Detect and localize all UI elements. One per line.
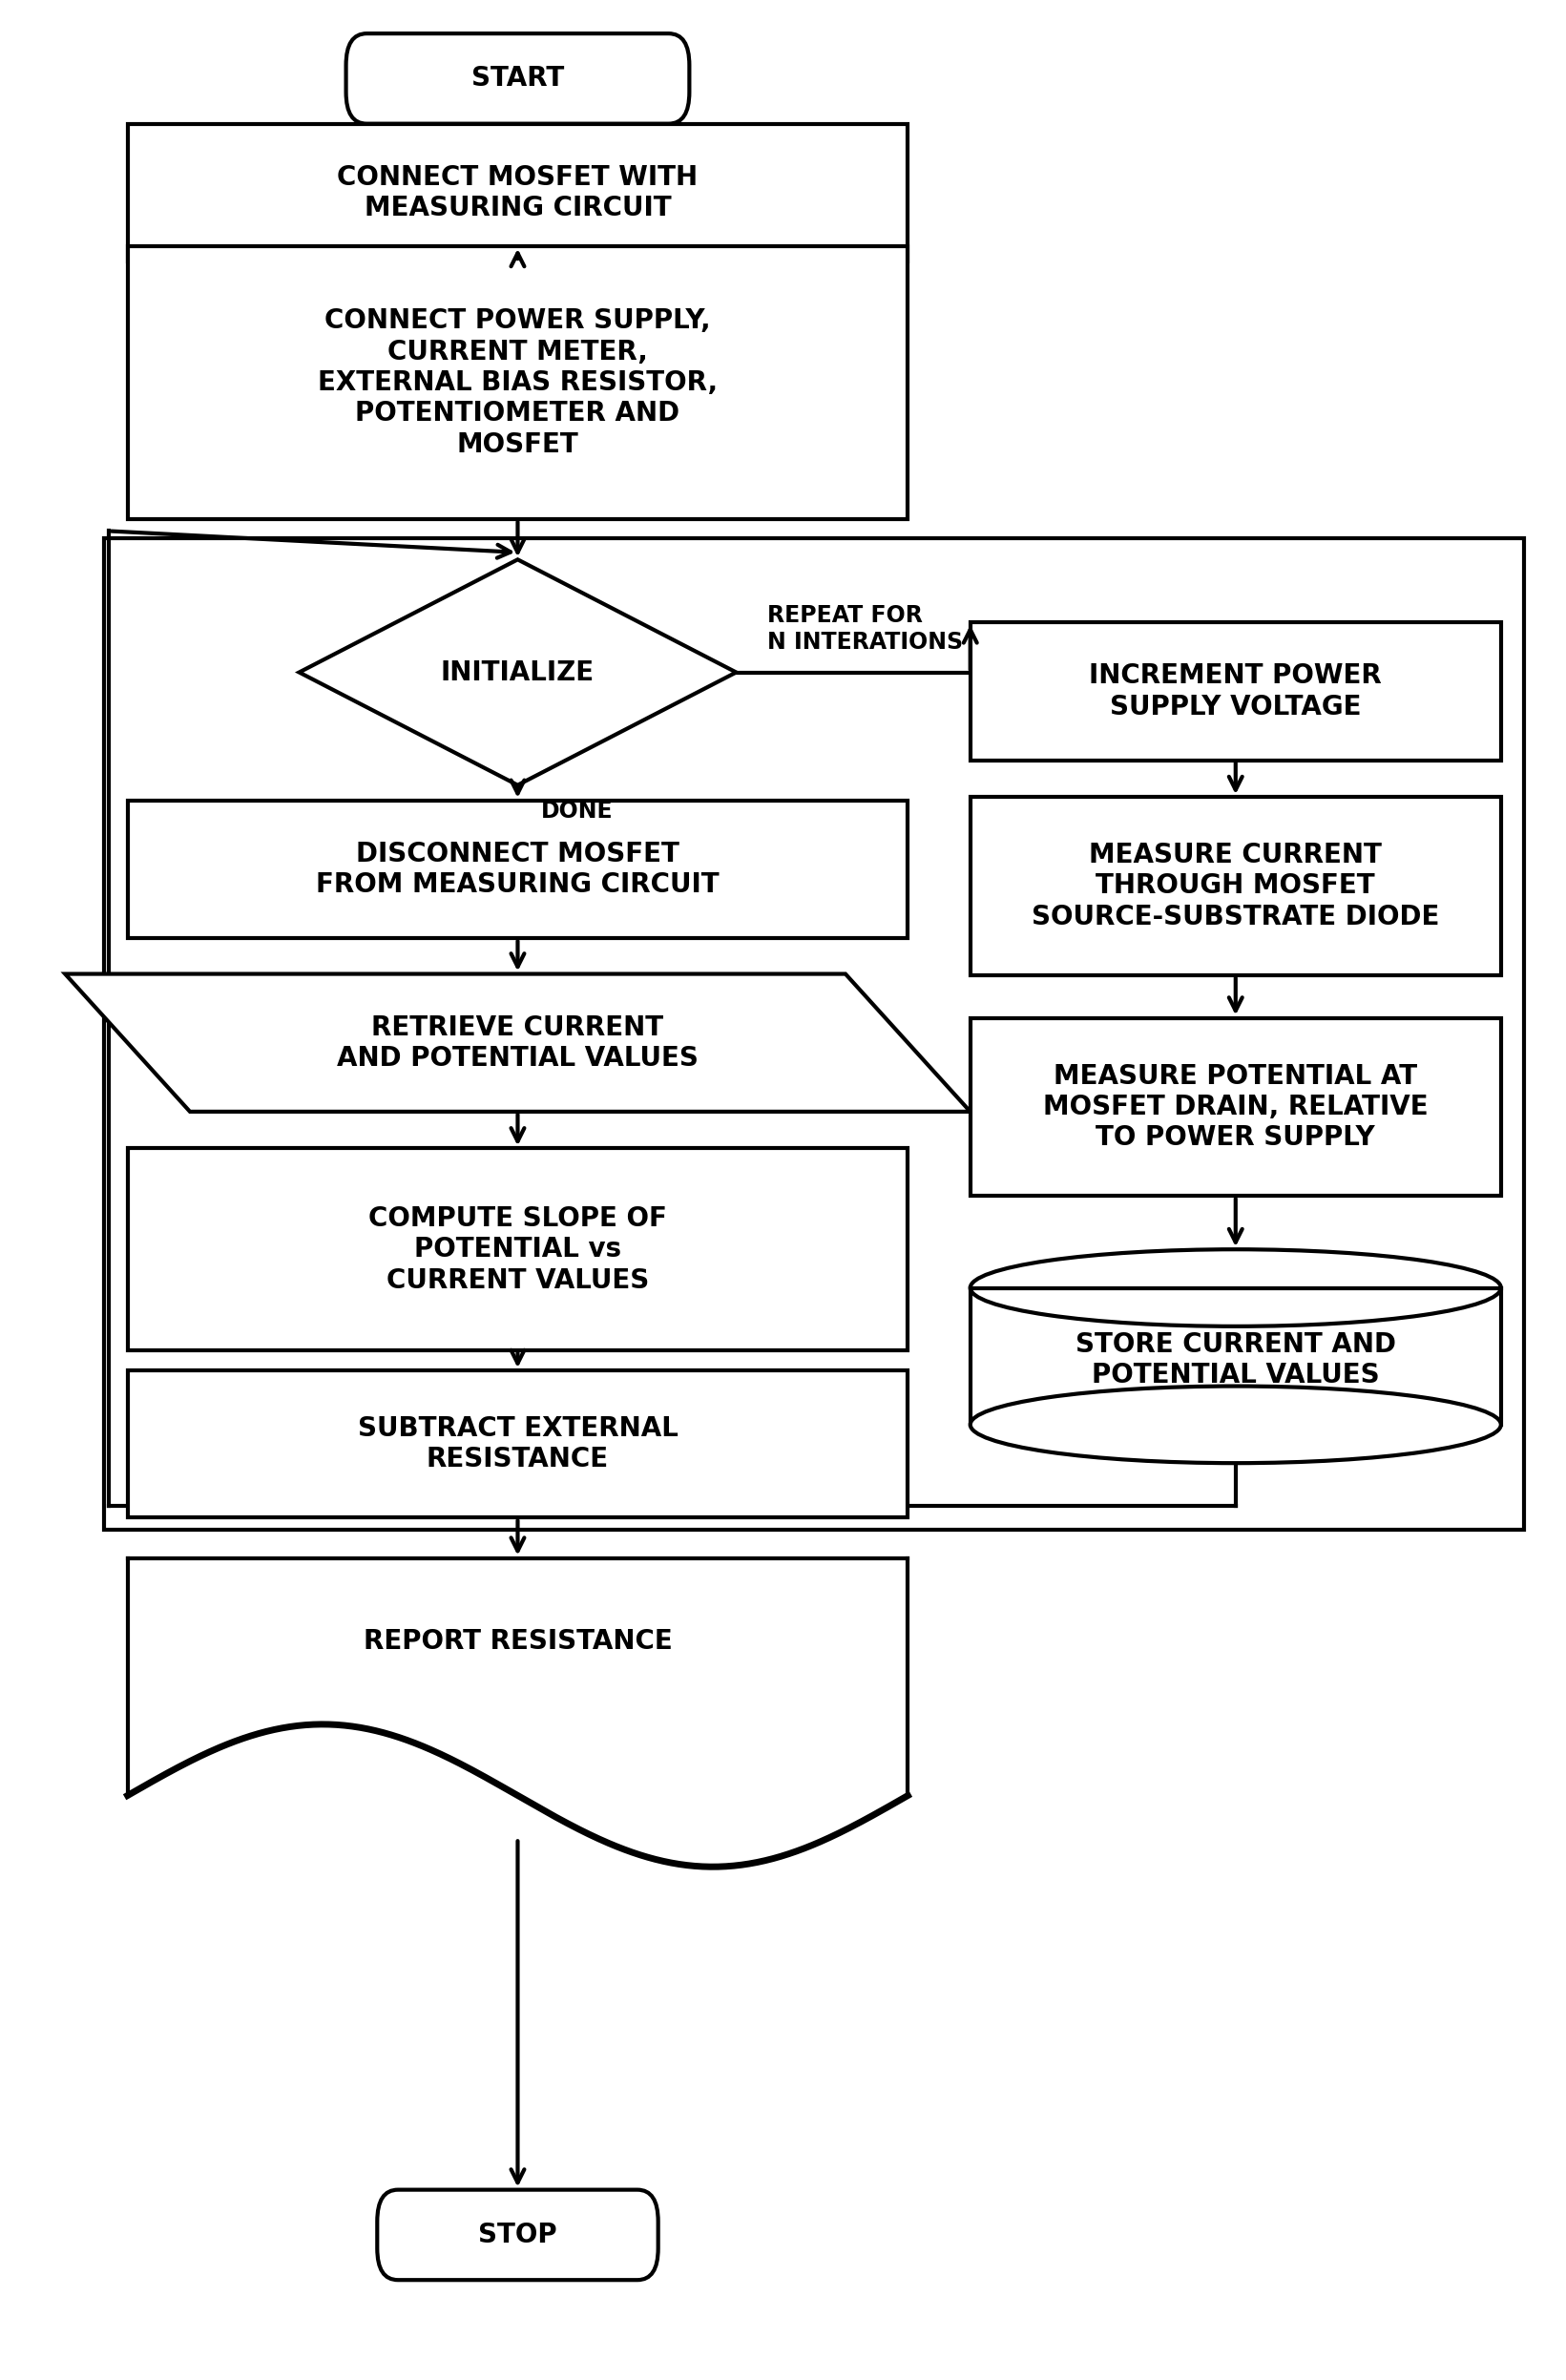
Text: CONNECT POWER SUPPLY,
CURRENT METER,
EXTERNAL BIAS RESISTOR,
POTENTIOMETER AND
M: CONNECT POWER SUPPLY, CURRENT METER, EXT…	[318, 307, 717, 457]
Text: REPEAT FOR
N INTERATIONS: REPEAT FOR N INTERATIONS	[767, 605, 963, 654]
Text: INCREMENT POWER
SUPPLY VOLTAGE: INCREMENT POWER SUPPLY VOLTAGE	[1090, 662, 1381, 721]
Bar	[971, 797, 1500, 976]
Text: COMPUTE SLOPE OF
POTENTIAL vs
CURRENT VALUES: COMPUTE SLOPE OF POTENTIAL vs CURRENT VA…	[368, 1204, 667, 1295]
Text: DISCONNECT MOSFET
FROM MEASURING CIRCUIT: DISCONNECT MOSFET FROM MEASURING CIRCUIT	[316, 840, 719, 897]
Text: MEASURE POTENTIAL AT
MOSFET DRAIN, RELATIVE
TO POWER SUPPLY: MEASURE POTENTIAL AT MOSFET DRAIN, RELAT…	[1043, 1061, 1428, 1152]
Text: REPORT RESISTANCE: REPORT RESISTANCE	[363, 1628, 672, 1654]
Bar	[127, 1150, 908, 1349]
Text: SUBTRACT EXTERNAL
RESISTANCE: SUBTRACT EXTERNAL RESISTANCE	[357, 1416, 678, 1473]
Ellipse shape	[971, 1250, 1500, 1326]
Text: RETRIEVE CURRENT
AND POTENTIAL VALUES: RETRIEVE CURRENT AND POTENTIAL VALUES	[337, 1014, 698, 1071]
Polygon shape	[66, 973, 971, 1111]
Text: START: START	[471, 64, 564, 93]
Bar	[103, 538, 1524, 1530]
Bar	[971, 1019, 1500, 1195]
Text: INITIALIZE: INITIALIZE	[440, 659, 595, 685]
FancyBboxPatch shape	[346, 33, 689, 124]
Bar	[127, 245, 908, 519]
Text: CONNECT MOSFET WITH
MEASURING CIRCUIT: CONNECT MOSFET WITH MEASURING CIRCUIT	[337, 164, 698, 221]
Bar	[127, 1371, 908, 1518]
Polygon shape	[299, 559, 736, 785]
Text: STOP: STOP	[478, 2221, 557, 2249]
Ellipse shape	[971, 1385, 1500, 1464]
Bar	[127, 800, 908, 938]
Text: STORE CURRENT AND
POTENTIAL VALUES: STORE CURRENT AND POTENTIAL VALUES	[1076, 1330, 1395, 1390]
Bar	[971, 624, 1500, 759]
Bar	[971, 1288, 1500, 1426]
Text: MEASURE CURRENT
THROUGH MOSFET
SOURCE-SUBSTRATE DIODE: MEASURE CURRENT THROUGH MOSFET SOURCE-SU…	[1032, 843, 1439, 931]
FancyBboxPatch shape	[377, 2190, 658, 2280]
Bar	[127, 124, 908, 262]
Text: DONE: DONE	[542, 800, 614, 821]
